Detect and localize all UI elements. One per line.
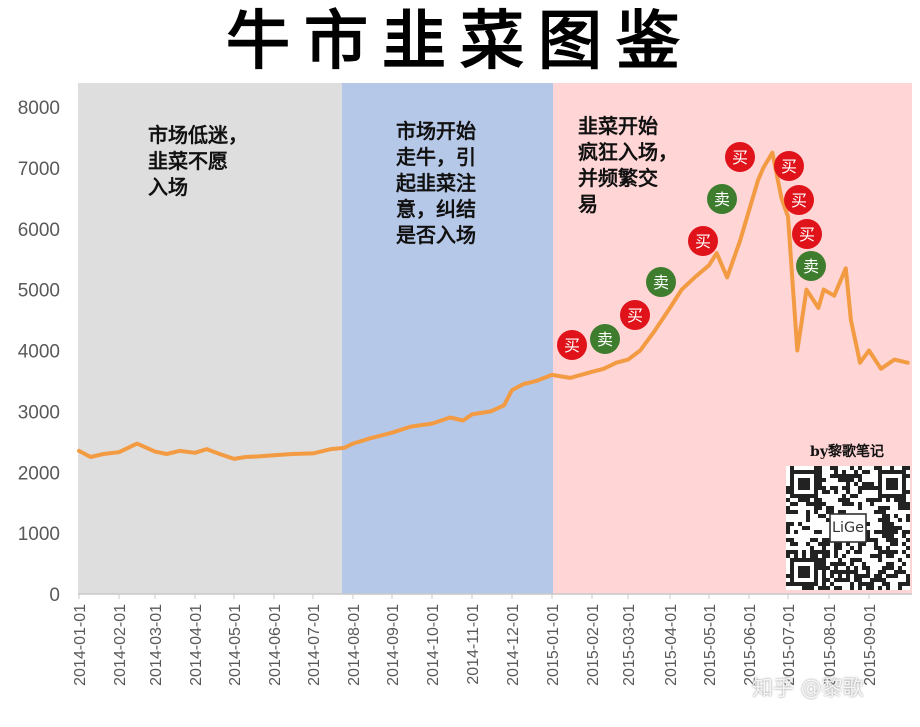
phase1-annotation-line: 入场 [148, 175, 188, 199]
sell-marker: 卖 [646, 267, 676, 297]
y-axis: 0 1000 2000 3000 4000 5000 6000 7000 8000 [18, 98, 60, 606]
y-tick-label: 8000 [18, 98, 60, 119]
buy-marker: 买 [688, 226, 718, 256]
sell-marker: 卖 [707, 184, 737, 214]
phase3-annotation-line: 韭菜开始 [578, 114, 658, 138]
x-tick-label: 2015-06-01 [742, 604, 759, 686]
x-tick-label: 2014-05-01 [227, 604, 244, 686]
x-tick-label: 2015-09-01 [862, 604, 879, 686]
x-tick-label: 2014-12-01 [505, 604, 522, 686]
x-tick-label: 2014-04-01 [188, 604, 205, 686]
x-tick-label: 2014-10-01 [425, 604, 442, 686]
trade-markers: 买卖买卖买卖买 买买买卖 [557, 142, 826, 360]
y-tick-label: 0 [49, 585, 60, 606]
buy-marker: 买 [620, 300, 650, 330]
buy-marker: 买 [557, 330, 587, 360]
x-tick-label: 2014-11-01 [465, 604, 482, 685]
x-tick-label: 2014-03-01 [148, 604, 165, 686]
svg-text:买: 买 [627, 306, 643, 325]
x-tick-label: 2014-01-01 [72, 604, 89, 686]
x-tick-label: 2015-04-01 [663, 604, 680, 686]
svg-text:买: 买 [781, 157, 797, 176]
phase2-annotation-line: 意，纠结 [396, 197, 476, 221]
sell-marker: 卖 [590, 324, 620, 354]
buy-marker: 买 [774, 151, 804, 181]
x-tick-label: 2015-07-01 [781, 604, 798, 686]
phase3-annotation-line: 易 [578, 192, 598, 216]
buy-marker: 买 [725, 142, 755, 172]
y-tick-label: 6000 [18, 220, 60, 241]
buy-marker: 买 [784, 185, 814, 215]
qr-code: LiGe [786, 466, 910, 590]
x-tick-label: 2015-01-01 [545, 604, 562, 686]
phase2-annotation-line: 是否入场 [395, 223, 476, 247]
y-tick-label: 3000 [18, 402, 60, 423]
x-tick-label: 2014-09-01 [385, 604, 402, 686]
x-tick-label: 2014-02-01 [112, 604, 129, 686]
svg-text:卖: 卖 [714, 190, 730, 209]
x-tick-label: 2014-07-01 [306, 604, 323, 686]
x-axis: 2014-01-01 2014-02-01 2014-03-01 2014-04-01… [72, 594, 879, 686]
phase2-annotation-line: 走牛，引 [396, 145, 476, 169]
x-tick-label: 2014-06-01 [267, 604, 284, 686]
chart-title: 牛市韭菜图鉴 [226, 4, 694, 79]
sell-marker: 卖 [796, 251, 826, 281]
phase-1-background [78, 83, 342, 594]
x-tick-label: 2015-05-01 [702, 604, 719, 686]
phase3-annotation-line: 疯狂入场， [578, 140, 678, 164]
x-tick-label: 2015-08-01 [822, 604, 839, 686]
qr-code-icon: LiGe [786, 466, 910, 590]
svg-text:买: 买 [564, 336, 580, 355]
svg-text:买: 买 [695, 232, 711, 251]
svg-text:LiGe: LiGe [832, 520, 864, 536]
svg-text:买: 买 [799, 225, 815, 244]
y-tick-label: 7000 [18, 159, 60, 180]
phase3-annotation-line: 并频繁交 [578, 166, 658, 190]
credit-text: by黎歌笔记 [810, 444, 884, 460]
y-tick-label: 4000 [18, 342, 60, 363]
y-tick-label: 2000 [18, 463, 60, 484]
phase1-annotation-line: 韭菜不愿 [148, 149, 228, 173]
watermark: 知乎 @黎歌 [752, 676, 864, 700]
phase2-annotation-line: 市场开始 [396, 119, 476, 143]
svg-text:买: 买 [732, 148, 748, 167]
phase1-annotation-line: 市场低迷， [148, 123, 248, 147]
index-line [77, 150, 910, 461]
svg-text:买: 买 [791, 191, 807, 210]
svg-text:卖: 卖 [597, 330, 613, 349]
buy-marker: 买 [792, 219, 822, 249]
x-tick-label: 2014-08-01 [346, 604, 363, 686]
svg-text:卖: 卖 [803, 257, 819, 276]
svg-text:卖: 卖 [653, 273, 669, 292]
x-tick-label: 2015-02-01 [585, 604, 602, 686]
x-tick-label: 2015-03-01 [621, 604, 638, 686]
y-tick-label: 1000 [18, 524, 60, 545]
phase2-annotation-line: 起韭菜注 [395, 171, 476, 195]
y-tick-label: 5000 [18, 281, 60, 302]
phase-2-background [342, 83, 553, 594]
